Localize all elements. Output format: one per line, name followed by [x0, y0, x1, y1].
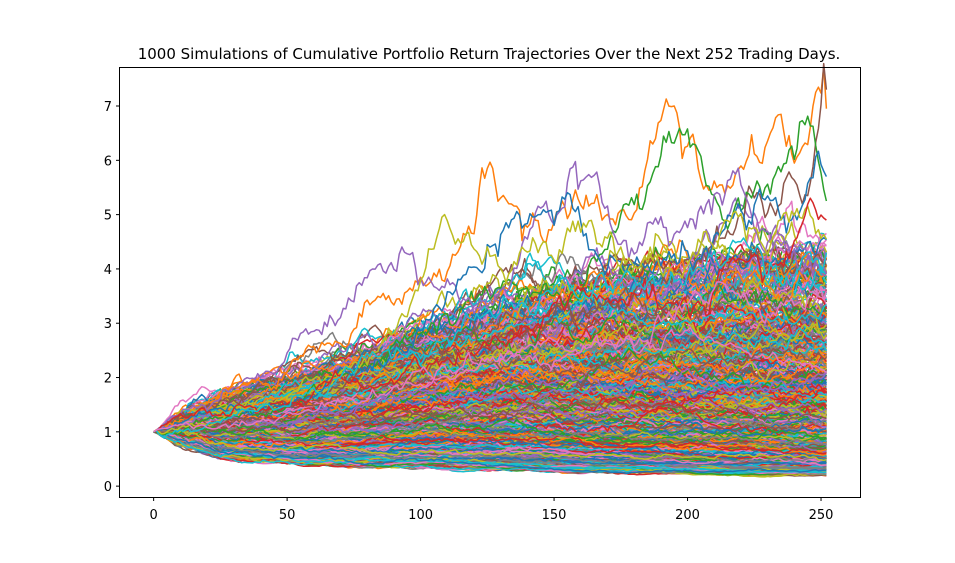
y-tick-label: 1 [104, 426, 112, 441]
y-tick-label: 7 [104, 100, 112, 115]
simulation-line-949 [153, 327, 827, 433]
simulation-line-959 [153, 431, 827, 457]
plot-area-frame [119, 67, 861, 498]
x-tick-label: 50 [279, 508, 296, 523]
simulation-line-highlight-1 [153, 62, 828, 434]
axes [119, 67, 861, 498]
simulation-line-highlight-8 [153, 281, 828, 433]
y-tick-label: 4 [104, 263, 112, 278]
simulation-line-975 [153, 399, 827, 433]
y-tick-label: 5 [104, 209, 112, 224]
chart-title: 1000 Simulations of Cumulative Portfolio… [138, 45, 841, 63]
simulation-line-985 [153, 342, 827, 434]
simulation-line-highlight-7 [153, 237, 828, 439]
x-tick-label: 0 [149, 508, 157, 523]
simulation-line-987 [153, 425, 827, 447]
simulation-line-971 [153, 345, 827, 433]
y-tick-label: 6 [104, 154, 112, 169]
simulation-line-956 [153, 431, 827, 462]
simulation-line-970 [153, 425, 827, 442]
simulation-line-highlight-3 [153, 160, 827, 433]
simulation-line-974 [153, 370, 827, 433]
simulation-line-931 [153, 258, 827, 433]
x-tick-label: 150 [542, 508, 567, 523]
simulation-line-982 [153, 418, 827, 445]
simulation-line-990 [153, 431, 827, 475]
plot-lines [153, 62, 828, 478]
y-tick-label: 3 [104, 317, 112, 332]
simulation-line-988 [153, 429, 827, 462]
simulation-line-983 [153, 431, 827, 455]
simulation-line-935 [153, 285, 828, 433]
simulation-line-972 [153, 347, 827, 433]
simulation-line-950 [153, 431, 827, 460]
x-axis-ticks: 0 50 100 150 200 250 [149, 497, 833, 523]
y-axis-ticks: 0 1 2 3 4 5 6 7 [104, 100, 120, 495]
x-tick-label: 250 [809, 508, 834, 523]
y-tick-label: 2 [104, 372, 112, 387]
simulation-line-965 [153, 409, 827, 436]
y-tick-label: 0 [104, 480, 112, 495]
x-tick-label: 200 [675, 508, 700, 523]
x-tick-label: 100 [408, 508, 433, 523]
simulation-line-highlight-0 [153, 66, 828, 433]
